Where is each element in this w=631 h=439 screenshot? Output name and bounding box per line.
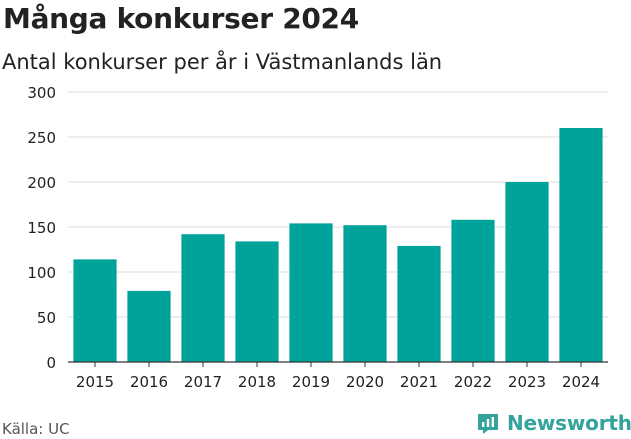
chart-subtitle: Antal konkurser per år i Västmanlands lä…	[2, 50, 443, 74]
bar	[451, 219, 495, 362]
x-tick-label: 2016	[130, 373, 168, 391]
x-tick-label: 2018	[238, 373, 276, 391]
x-tick-label: 2023	[508, 373, 546, 391]
x-tick-label: 2021	[400, 373, 438, 391]
bar	[559, 128, 603, 362]
x-tick-label: 2017	[184, 373, 222, 391]
bar	[343, 225, 387, 362]
bar	[505, 182, 549, 362]
brand-label: Newsworthy	[507, 411, 631, 435]
chart-title: Många konkurser 2024	[3, 2, 359, 35]
bar	[289, 223, 333, 362]
newsworthy-logo[interactable]: Newsworthy	[476, 408, 631, 438]
x-tick-label: 2019	[292, 373, 330, 391]
y-axis-ticks: 0 50 100 150 200 250 300	[27, 84, 56, 372]
bar	[127, 290, 171, 362]
bar	[73, 259, 117, 362]
x-tick-label: 2022	[454, 373, 492, 391]
y-tick-label: 300	[27, 84, 56, 102]
y-tick-label: 150	[27, 219, 56, 237]
newsworthy-logo-icon	[478, 414, 498, 434]
bars	[73, 128, 603, 362]
x-axis-ticks: 2015 2016 2017 2018 2019 2020 2021 2022 2023 2024	[76, 362, 600, 391]
y-tick-label: 100	[27, 264, 56, 282]
bar	[235, 241, 279, 362]
bar	[181, 234, 225, 362]
x-tick-label: 2020	[346, 373, 384, 391]
source-label: Källa: UC	[2, 420, 70, 438]
y-tick-label: 250	[27, 129, 56, 147]
x-tick-label: 2024	[562, 373, 600, 391]
y-tick-label: 200	[27, 174, 56, 192]
bar	[397, 245, 441, 362]
y-tick-label: 50	[37, 309, 56, 327]
y-tick-label: 0	[46, 354, 56, 372]
x-tick-label: 2015	[76, 373, 114, 391]
